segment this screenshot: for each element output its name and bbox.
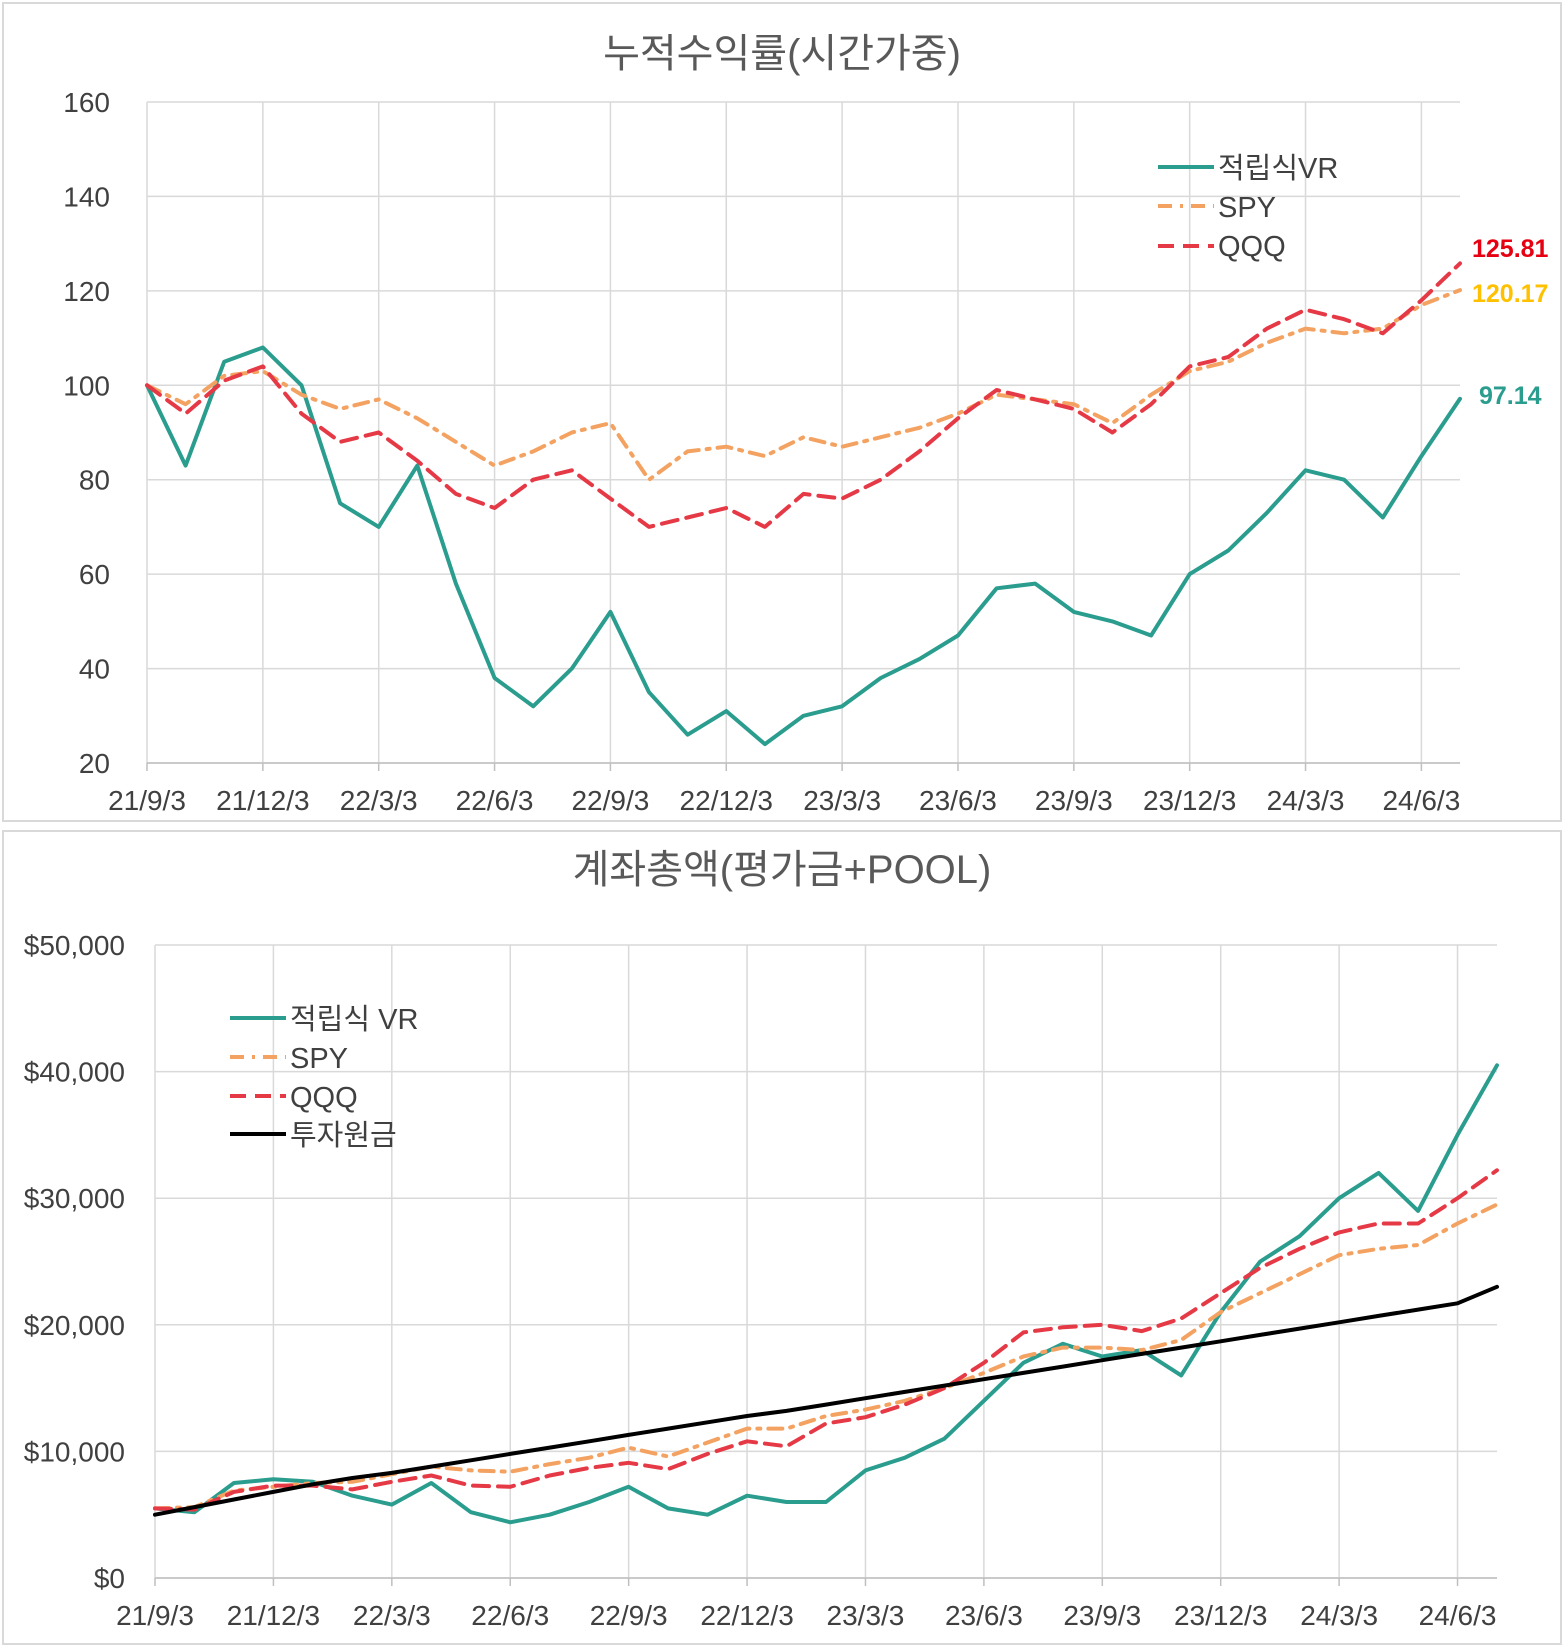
chart-frame — [2, 2, 1562, 822]
series-line-적립식VR — [145, 345, 1462, 747]
y-tick-label: 80 — [79, 465, 110, 496]
x-tick-label: 21/12/3 — [216, 785, 309, 816]
series-line-QQQ — [153, 1168, 1499, 1512]
chart-title: 계좌총액(평가금+POOL) — [573, 848, 992, 892]
cumulative-return-chart-panel: 누적수익률(시간가중) 160 140 120 100 80 60 40 20 21/9/3 2… — [2, 2, 1562, 822]
series-line-SPY — [153, 1202, 1499, 1511]
y-tick-label: $40,000 — [24, 1057, 125, 1088]
x-tick-label: 23/12/3 — [1174, 1600, 1267, 1631]
y-tick-label: $20,000 — [24, 1310, 125, 1341]
legend-label-qqq: QQQ — [290, 1082, 358, 1114]
x-tick-label: 24/3/3 — [1300, 1600, 1378, 1631]
chart-frame — [2, 830, 1562, 1645]
x-tick-label: 22/12/3 — [680, 785, 773, 816]
x-tick-label: 22/9/3 — [571, 785, 649, 816]
series-line-적립식 VR — [153, 1063, 1499, 1525]
y-tick-label: 20 — [79, 748, 110, 779]
x-tick-label: 22/12/3 — [700, 1600, 793, 1631]
y-axis-ticks: $50,000 $40,000 $30,000 $20,000 $10,000 $0 — [24, 930, 125, 1594]
x-tick-label: 21/9/3 — [108, 785, 186, 816]
x-tick-label: 23/9/3 — [1035, 785, 1113, 816]
x-tick-label: 22/9/3 — [590, 1600, 668, 1631]
x-tick-label: 22/3/3 — [353, 1600, 431, 1631]
x-tick-label: 23/12/3 — [1143, 785, 1236, 816]
y-tick-label: $0 — [94, 1563, 125, 1594]
x-tick-label: 23/6/3 — [919, 785, 997, 816]
end-label-vr: 97.14 — [1479, 382, 1542, 410]
x-tick-label: 23/3/3 — [803, 785, 881, 816]
x-tick-label: 22/3/3 — [340, 785, 418, 816]
legend: 적립식VR SPY QQQ — [1158, 152, 1338, 263]
x-tick-label: 21/9/3 — [116, 1600, 194, 1631]
x-tick-label: 23/9/3 — [1063, 1600, 1141, 1631]
x-tick-label: 24/6/3 — [1419, 1600, 1497, 1631]
series-line-QQQ — [145, 261, 1462, 529]
x-tick-label: 23/3/3 — [827, 1600, 905, 1631]
chart-title: 누적수익률(시간가중) — [603, 32, 961, 76]
x-tick-label: 23/6/3 — [945, 1600, 1023, 1631]
x-tick-label: 22/6/3 — [456, 785, 534, 816]
y-tick-label: 120 — [63, 276, 110, 307]
legend-label-principal: 투자원금 — [290, 1120, 397, 1152]
y-tick-label: 140 — [63, 181, 110, 212]
y-tick-label: $10,000 — [24, 1436, 125, 1467]
y-axis-ticks: 160 140 120 100 80 60 40 20 — [63, 87, 110, 779]
x-tick-label: 22/6/3 — [471, 1600, 549, 1631]
y-tick-label: 40 — [79, 654, 110, 685]
x-tick-label: 21/12/3 — [227, 1600, 320, 1631]
x-axis-ticks: 21/9/3 21/12/3 22/3/3 22/6/3 22/9/3 22/12/3 23… — [116, 1600, 1496, 1631]
series-lines — [145, 261, 1462, 747]
series-line-투자원금 — [153, 1284, 1499, 1517]
y-tick-label: 160 — [63, 87, 110, 118]
y-tick-label: 100 — [63, 370, 110, 401]
legend-label-vr: 적립식 VR — [290, 1003, 418, 1036]
x-tick-label: 24/6/3 — [1382, 785, 1460, 816]
x-axis-ticks: 21/9/3 21/12/3 22/3/3 22/6/3 22/9/3 22/12/3 23… — [108, 785, 1460, 816]
legend-label-vr: 적립식VR — [1218, 152, 1338, 185]
account-total-chart: 계좌총액(평가금+POOL) $50,000 $40,000 $30,000 $20,… — [2, 830, 1562, 1645]
legend-label-spy: SPY — [290, 1043, 348, 1075]
legend-label-spy: SPY — [1218, 192, 1276, 224]
legend: 적립식 VR SPY QQQ 투자원금 — [230, 1003, 418, 1152]
end-label-spy: 120.17 — [1472, 280, 1548, 308]
end-label-qqq: 125.81 — [1472, 235, 1549, 263]
account-total-chart-panel: 계좌총액(평가금+POOL) $50,000 $40,000 $30,000 $20,… — [0, 828, 1564, 1647]
y-tick-label: $50,000 — [24, 930, 125, 961]
series-lines — [153, 1063, 1499, 1525]
series-line-SPY — [145, 288, 1462, 482]
y-tick-label: $30,000 — [24, 1183, 125, 1214]
legend-label-qqq: QQQ — [1218, 231, 1286, 263]
x-tick-label: 24/3/3 — [1267, 785, 1345, 816]
y-tick-label: 60 — [79, 559, 110, 590]
